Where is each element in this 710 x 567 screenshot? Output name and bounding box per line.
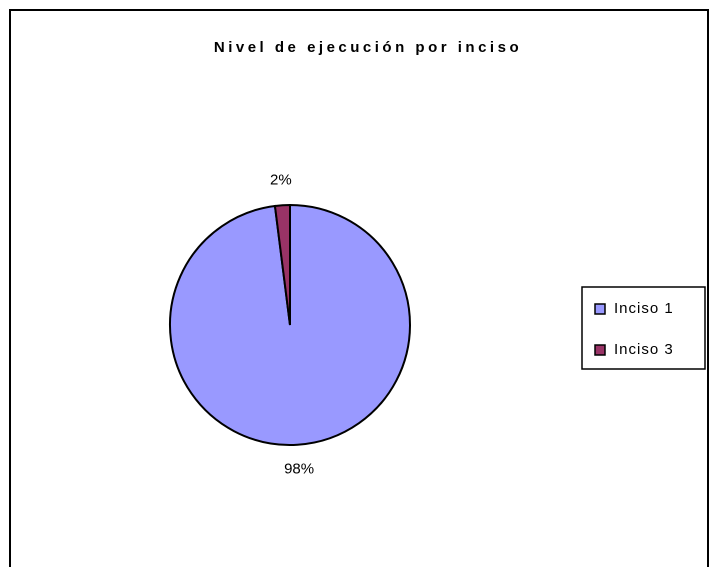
chart-title: Nivel de ejecución por inciso [214, 39, 522, 56]
pie-slice [273, 203, 291, 326]
legend-label: Inciso 3 [614, 341, 674, 358]
legend-label: Inciso 1 [614, 300, 674, 317]
legend-swatch [594, 344, 606, 356]
data-label: 2% [270, 171, 292, 188]
data-label: 98% [284, 461, 314, 478]
legend-swatch [594, 303, 606, 315]
